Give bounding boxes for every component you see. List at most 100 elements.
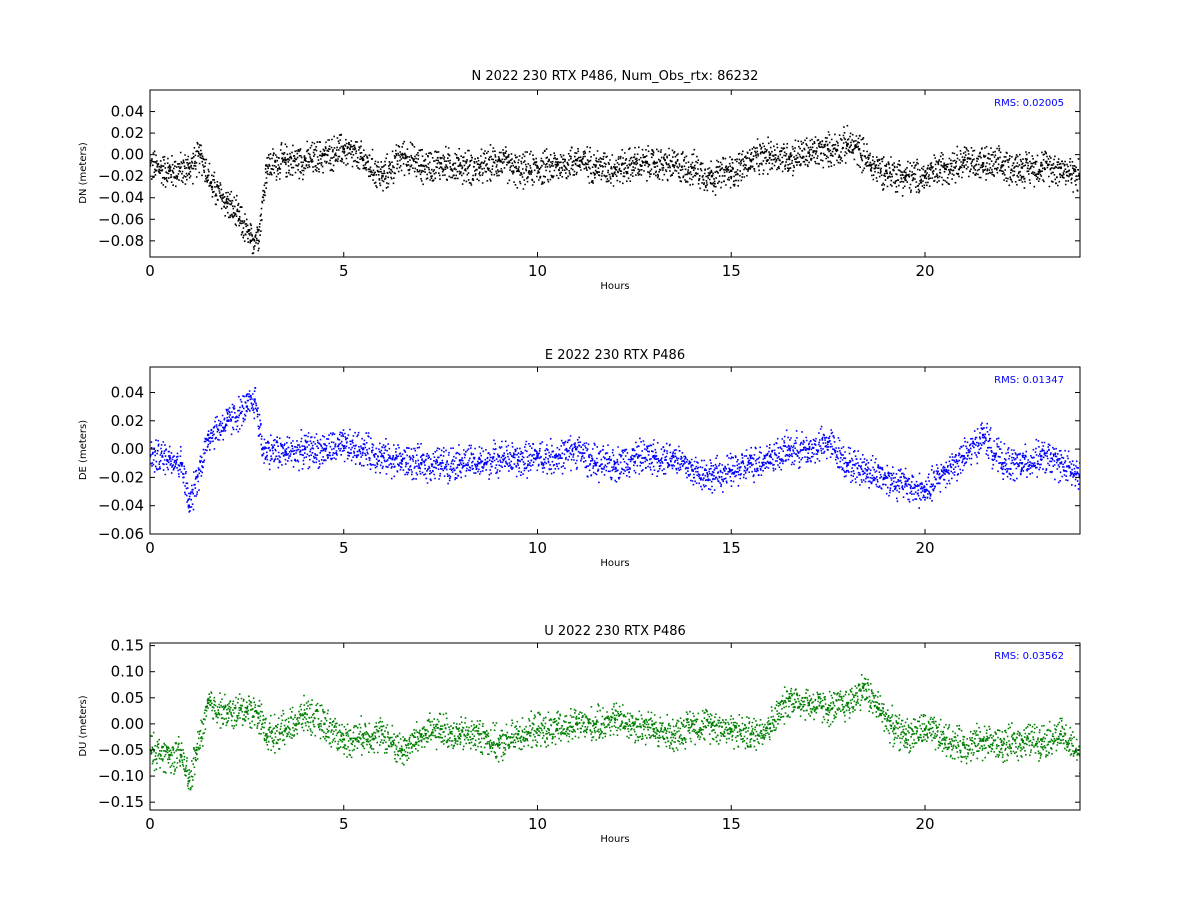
panel-dn-data-point (237, 218, 241, 221)
panel-de-data-point (420, 462, 423, 465)
panel-de-data-point (575, 447, 578, 451)
panel-du-data-point (516, 733, 520, 736)
panel-dn-data-point (633, 162, 636, 165)
panel-du-data-point (439, 727, 442, 731)
panel-dn-ytick-label: −0.08 (98, 232, 144, 250)
panel-dn-data-point (730, 169, 733, 172)
panel-dn-ylabel: DN (meters) (78, 142, 89, 204)
panel-dn-data-point (981, 162, 985, 165)
panel-du-data-point (361, 733, 365, 736)
panel-dn-data-point (575, 158, 578, 162)
panel-dn-data-point (199, 153, 202, 156)
panel-de-data-point (691, 469, 694, 472)
panel-du-data-point (497, 743, 500, 746)
panel-du-data-point (730, 727, 733, 731)
panel-de-data-point (195, 476, 198, 479)
panel-de-xtick-label: 15 (722, 539, 741, 557)
panel-de-data-point (1020, 462, 1024, 465)
panel-dn-data-point (807, 151, 810, 154)
panel-dn-data-point (187, 166, 190, 169)
panel-de-data-point (400, 459, 404, 462)
panel-du-data-point (323, 722, 326, 726)
panel-du-ytick-label: 0.05 (111, 689, 144, 707)
panel-dn-data-point (303, 158, 307, 162)
panel-de-data-point (846, 462, 849, 465)
panel-dn-data-point (420, 164, 423, 167)
panel-du-data-point (381, 733, 384, 736)
panel-dn-ytick-label: 0.00 (111, 146, 144, 164)
panel-dn-data-point (869, 164, 872, 167)
panel-de-data-point (253, 398, 256, 401)
panel-de-data-point (1001, 462, 1004, 465)
panel-du-data-point (257, 712, 260, 715)
panel-dn-data-point (516, 169, 520, 172)
panel-dn-ytick-label: 0.04 (111, 103, 144, 121)
panel-dn-data-point (226, 201, 229, 205)
panel-dn-data-point (613, 166, 617, 169)
panel-du-data-point (478, 733, 481, 736)
panel-du-rms-annotation: RMS: 0.03562 (994, 651, 1064, 662)
panel-du-data-point (226, 712, 229, 715)
panel-du-data-point (555, 727, 559, 731)
panel-du-xtick-label: 15 (722, 815, 741, 833)
panel-du-data-point (768, 722, 772, 726)
panel-dn-data-point (1059, 166, 1062, 169)
panel-dn-ytick-label: −0.04 (98, 189, 144, 207)
panel-du-data-point (179, 754, 183, 757)
panel-dn-data-point (381, 175, 384, 178)
panel-de-ylabel: DE (meters) (78, 420, 89, 480)
panel-dn-title: N 2022 230 RTX P486, Num_Obs_rtx: 86232 (472, 69, 759, 84)
panel-dn-data-point (284, 158, 287, 162)
panel-de-ytick-label: −0.04 (98, 497, 144, 515)
panel-du-xtick-label: 10 (528, 815, 547, 833)
panel-de-data-point (516, 459, 520, 462)
panel-dn-data-point (361, 158, 365, 162)
panel-dn-data-point (478, 166, 481, 169)
panel-du-data-point (1020, 738, 1024, 741)
panel-dn-rms-annotation: RMS: 0.02005 (994, 98, 1064, 109)
panel-dn-xtick-label: 5 (339, 262, 349, 280)
panel-du-ylabel: DU (meters) (78, 695, 89, 756)
panel-de-data-point (323, 447, 326, 451)
panel-de-xtick-label: 10 (528, 539, 547, 557)
panel-dn-xtick-label: 10 (528, 262, 547, 280)
panel-du-data-point (342, 738, 345, 741)
panel-du-data-point (691, 722, 694, 726)
panel-du-data-point (195, 748, 198, 752)
panel-dn-xlabel: Hours (600, 281, 629, 292)
panel-du-ytick-label: −0.05 (98, 741, 144, 759)
panel-de-data-point (555, 455, 559, 458)
panel-de-xtick-label: 20 (915, 539, 934, 557)
panel-du-data-point (846, 701, 849, 705)
panel-de-data-point (284, 450, 287, 454)
panel-du-data-point (652, 727, 655, 731)
panel-dn-xtick-label: 15 (722, 262, 741, 280)
panel-du-data-point (904, 733, 907, 736)
panel-du-data-point (187, 780, 190, 783)
panel-dn-data-point (594, 164, 597, 167)
panel-du-xtick-label: 20 (915, 815, 934, 833)
panel-de-data-point (962, 455, 965, 458)
panel-dn: N 2022 230 RTX P486, Num_Obs_rtx: 86232 … (78, 69, 1081, 292)
panel-du-data-point (536, 727, 539, 731)
panel-de-plot-area: 0 5 10 15 20 −0.06 −0.04 −0.02 0.00 0.02 0.04 (98, 366, 1081, 557)
panel-de-data-point (245, 405, 249, 408)
panel-dn-data-point (150, 164, 152, 167)
panel-de-data-point (943, 469, 946, 472)
panel-de-data-point (671, 455, 675, 458)
panel-du-data-point (206, 701, 210, 705)
panel-dn-data-point (885, 169, 888, 172)
panel-du-data-point (710, 722, 714, 726)
panel-dn-frame (149, 89, 1081, 258)
panel-dn-ytick-label: 0.02 (111, 124, 144, 142)
panel-du-title: U 2022 230 RTX P486 (544, 624, 686, 639)
panel-du-xtick-label: 5 (339, 815, 349, 833)
panel-de-data-point (179, 462, 183, 465)
panel-dn-data-point (671, 164, 675, 167)
panel-du-data-point (245, 707, 249, 710)
panel-de-data-point (536, 455, 539, 458)
panel-du-ytick-label: 0.10 (111, 663, 144, 681)
panel-du-data-point (168, 754, 171, 757)
panel-dn-data-point (210, 185, 214, 189)
